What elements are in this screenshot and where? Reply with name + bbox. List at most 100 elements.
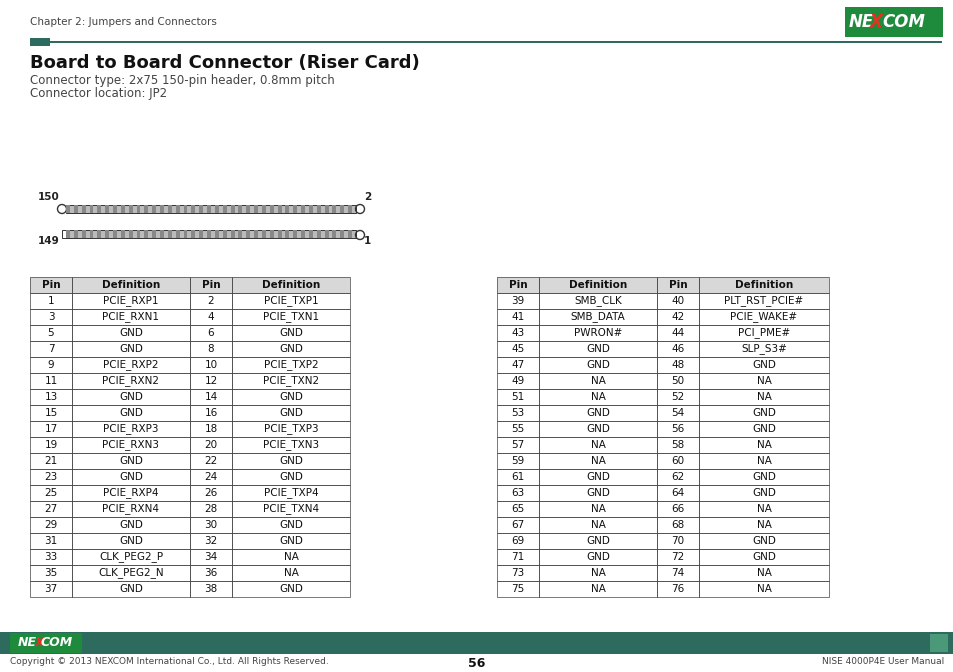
Bar bbox=[30, 357, 350, 373]
Bar bbox=[538, 565, 657, 581]
Text: GND: GND bbox=[751, 360, 775, 370]
Bar bbox=[232, 341, 350, 357]
Bar bbox=[657, 565, 699, 581]
Text: NA: NA bbox=[756, 456, 771, 466]
Text: 68: 68 bbox=[671, 520, 684, 530]
Bar bbox=[301, 230, 305, 238]
Text: GND: GND bbox=[279, 344, 303, 354]
Bar bbox=[232, 389, 350, 405]
Bar bbox=[497, 373, 828, 389]
Bar bbox=[497, 469, 538, 485]
Text: 13: 13 bbox=[45, 392, 57, 402]
Text: PCIE_TXN3: PCIE_TXN3 bbox=[263, 439, 318, 450]
Bar bbox=[144, 205, 148, 213]
Text: GND: GND bbox=[585, 488, 609, 498]
Text: GND: GND bbox=[585, 552, 609, 562]
Bar bbox=[30, 373, 350, 389]
Bar bbox=[232, 325, 350, 341]
Bar bbox=[538, 501, 657, 517]
Bar bbox=[232, 469, 350, 485]
Bar bbox=[30, 565, 350, 581]
Text: 58: 58 bbox=[671, 440, 684, 450]
Bar bbox=[657, 277, 699, 293]
Bar bbox=[190, 453, 232, 469]
Bar bbox=[538, 357, 657, 373]
Bar bbox=[497, 549, 538, 565]
Text: 35: 35 bbox=[45, 568, 57, 578]
Text: 75: 75 bbox=[511, 584, 524, 594]
Bar bbox=[232, 517, 350, 533]
Text: 10: 10 bbox=[204, 360, 217, 370]
Bar bbox=[232, 453, 350, 469]
Bar bbox=[657, 421, 699, 437]
Text: NA: NA bbox=[756, 392, 771, 402]
Text: Pin: Pin bbox=[668, 280, 686, 290]
Bar bbox=[30, 565, 71, 581]
Bar bbox=[207, 205, 211, 213]
Bar bbox=[657, 293, 699, 309]
Bar bbox=[497, 437, 828, 453]
Text: NA: NA bbox=[590, 440, 605, 450]
Bar bbox=[538, 405, 657, 421]
Bar bbox=[699, 469, 828, 485]
Bar bbox=[30, 501, 71, 517]
Bar bbox=[71, 293, 190, 309]
Text: 14: 14 bbox=[204, 392, 217, 402]
Bar bbox=[190, 533, 232, 549]
Text: NA: NA bbox=[283, 552, 298, 562]
Bar bbox=[30, 469, 71, 485]
Text: 150: 150 bbox=[38, 192, 60, 202]
Bar bbox=[30, 453, 71, 469]
Bar bbox=[232, 533, 350, 549]
Bar bbox=[497, 421, 538, 437]
Bar bbox=[105, 205, 109, 213]
Bar bbox=[168, 205, 172, 213]
Text: Chapter 2: Jumpers and Connectors: Chapter 2: Jumpers and Connectors bbox=[30, 17, 216, 27]
Bar bbox=[538, 421, 657, 437]
Bar bbox=[71, 325, 190, 341]
Bar bbox=[30, 437, 71, 453]
Text: PCIE_TXP4: PCIE_TXP4 bbox=[263, 488, 318, 499]
Text: GND: GND bbox=[751, 488, 775, 498]
Bar bbox=[497, 373, 538, 389]
Bar bbox=[71, 309, 190, 325]
Bar bbox=[73, 205, 78, 213]
Text: 47: 47 bbox=[511, 360, 524, 370]
Bar bbox=[30, 341, 350, 357]
Text: 44: 44 bbox=[671, 328, 684, 338]
Bar bbox=[657, 533, 699, 549]
Bar bbox=[699, 453, 828, 469]
Bar bbox=[232, 373, 350, 389]
Bar bbox=[497, 325, 828, 341]
Text: COM: COM bbox=[882, 13, 924, 31]
Text: COM: COM bbox=[41, 636, 73, 650]
Bar bbox=[497, 437, 538, 453]
Text: GND: GND bbox=[279, 472, 303, 482]
Text: GND: GND bbox=[119, 472, 143, 482]
Bar bbox=[175, 230, 179, 238]
Bar bbox=[699, 421, 828, 437]
Bar bbox=[699, 293, 828, 309]
Bar bbox=[190, 437, 232, 453]
Bar bbox=[657, 469, 699, 485]
Bar bbox=[324, 230, 328, 238]
Bar bbox=[699, 437, 828, 453]
Bar bbox=[699, 389, 828, 405]
Bar bbox=[699, 325, 828, 341]
Bar bbox=[497, 309, 538, 325]
Text: 149: 149 bbox=[38, 236, 60, 246]
Bar bbox=[30, 437, 350, 453]
Bar bbox=[699, 341, 828, 357]
Text: X: X bbox=[34, 636, 44, 650]
Text: 40: 40 bbox=[671, 296, 684, 306]
Bar bbox=[231, 230, 234, 238]
Bar bbox=[30, 405, 350, 421]
Bar bbox=[497, 277, 828, 293]
Bar bbox=[497, 325, 538, 341]
Bar bbox=[71, 389, 190, 405]
Text: 15: 15 bbox=[45, 408, 57, 418]
Bar bbox=[121, 205, 125, 213]
Bar bbox=[30, 517, 71, 533]
Bar bbox=[136, 205, 140, 213]
Bar bbox=[301, 205, 305, 213]
